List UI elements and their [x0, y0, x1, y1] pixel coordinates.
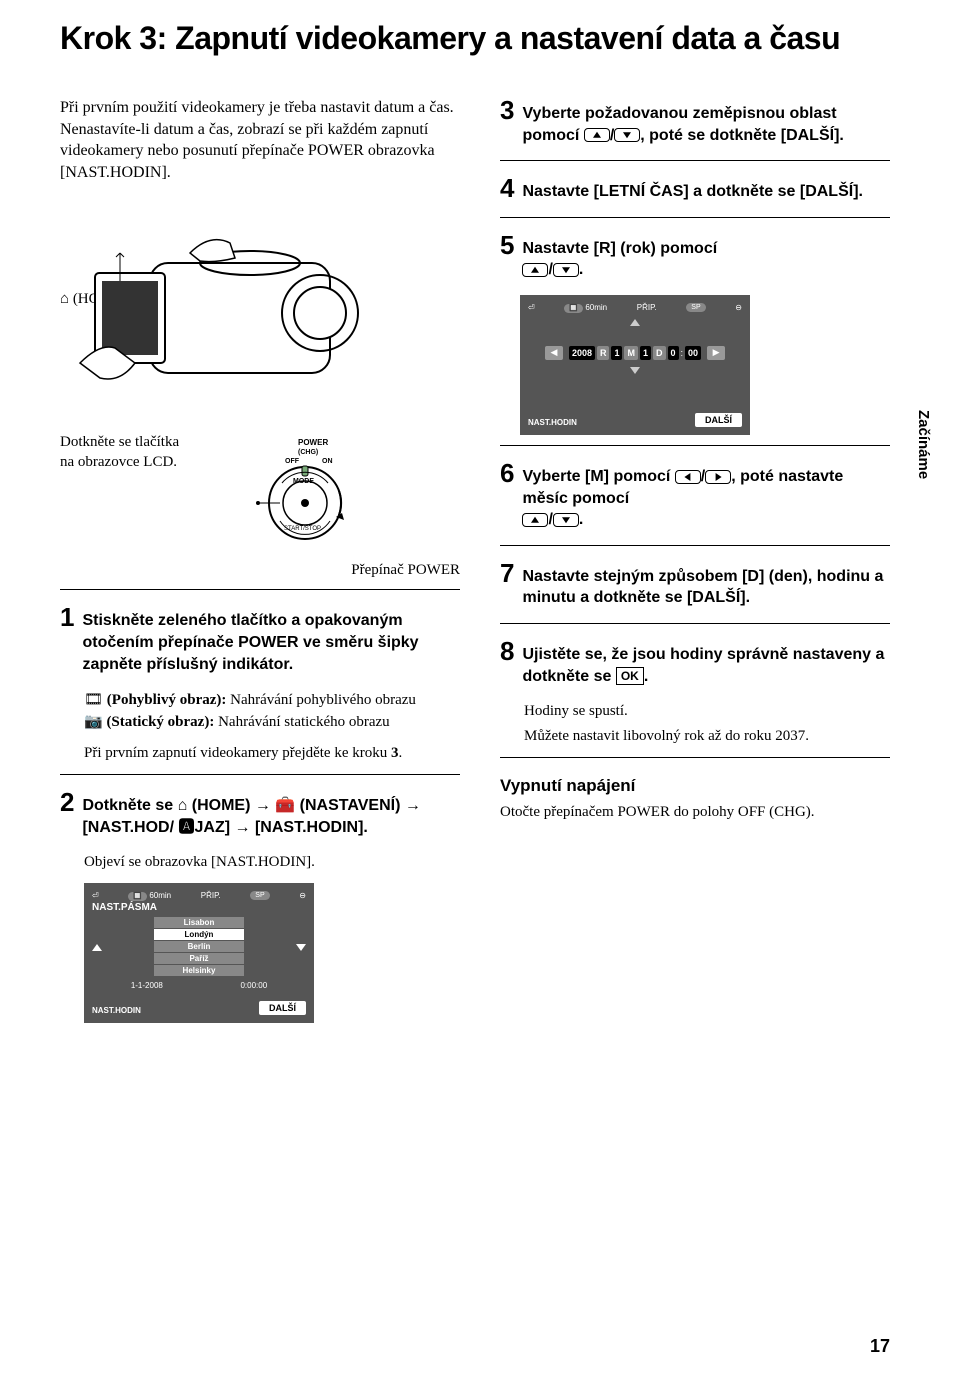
down-button-icon	[553, 263, 579, 277]
step-1: 1 Stiskněte zeleného tlačítko a opakovan…	[60, 604, 460, 675]
ok-button-icon: OK	[616, 667, 644, 685]
svg-text:START/STOP: START/STOP	[284, 526, 321, 532]
step8-note1: Hodiny se spustí.	[524, 701, 890, 722]
svg-text:(CHG): (CHG)	[298, 449, 318, 456]
separator	[500, 160, 890, 161]
screen-date: ⏎ 🔲 60min PŘIP. SP ⊖ ◀ 2008 R 1 M 1 D 0 …	[520, 295, 750, 435]
left-button-icon	[675, 470, 701, 484]
movie-icon: 🎞	[84, 691, 103, 708]
power-switch-label: Přepínač POWER	[150, 562, 460, 579]
up-button-icon	[522, 513, 548, 527]
svg-text:MODE: MODE	[293, 478, 314, 485]
svg-text:ON: ON	[322, 458, 333, 465]
power-off-text: Otočte přepínačem POWER do polohy OFF (C…	[500, 802, 890, 823]
section-tab: Začínáme	[915, 410, 932, 479]
down-button-icon	[614, 128, 640, 142]
step2-result: Objeví se obrazovka [NAST.HODIN].	[84, 852, 460, 873]
next-button: DALŠÍ	[695, 413, 742, 427]
lcd-touch-note: Dotkněte se tlačítka na obrazovce LCD.	[60, 433, 190, 472]
step-6: 6 Vyberte [M] pomocí /, poté nastavte mě…	[500, 460, 890, 531]
step-2: 2 Dotkněte se ⌂ (HOME) → 🧰 (NASTAVENÍ) →…	[60, 789, 460, 838]
svg-text:POWER: POWER	[298, 438, 328, 447]
power-off-heading: Vypnutí napájení	[500, 776, 890, 796]
separator	[60, 774, 460, 775]
separator	[500, 217, 890, 218]
step1-first-time: Při prvním zapnutí videokamery přejděte …	[84, 743, 460, 764]
left-arrow: ◀	[545, 346, 563, 360]
screen-timezone: ⏎ 🔲 60min PŘIP. SP ⊖ NAST.PÁSMA Lisabon …	[84, 883, 314, 1023]
up-button-icon	[584, 128, 610, 142]
separator	[500, 445, 890, 446]
settings-icon: 🧰	[275, 797, 295, 814]
photo-icon: 📷	[84, 713, 103, 730]
separator	[500, 623, 890, 624]
separator	[500, 545, 890, 546]
down-button-icon	[553, 513, 579, 527]
camera-illustration	[60, 203, 430, 423]
home-icon: ⌂	[178, 797, 188, 814]
step-5: 5 Nastavte [R] (rok) pomocí /.	[500, 232, 890, 281]
page-number: 17	[870, 1336, 890, 1357]
step8-note2: Můžete nastavit libovolný rok až do roku…	[524, 726, 890, 747]
step1-movie-mode: 🎞 (Pohyblivý obraz): Nahrávání pohyblivé…	[84, 689, 460, 733]
city-list: Lisabon Londýn Berlín Paříž Helsinky	[154, 917, 244, 977]
separator	[500, 757, 890, 758]
up-button-icon	[522, 263, 548, 277]
right-arrow: ▶	[707, 346, 725, 360]
step-3: 3 Vyberte požadovanou zeměpisnou oblast …	[500, 97, 890, 146]
step-4: 4 Nastavte [LETNÍ ČAS] a dotkněte se [DA…	[500, 175, 890, 203]
lang-icon: 🅰	[178, 819, 194, 836]
right-button-icon	[705, 470, 731, 484]
step-8: 8 Ujistěte se, že jsou hodiny správně na…	[500, 638, 890, 687]
separator	[60, 589, 460, 590]
page-title: Krok 3: Zapnutí videokamery a nastavení …	[60, 20, 890, 57]
intro-text: Při prvním použití videokamery je třeba …	[60, 97, 460, 183]
next-button: DALŠÍ	[259, 1001, 306, 1015]
power-dial-illustration: POWER (CHG) OFF ON MODE START/STOP	[210, 433, 350, 558]
svg-text:OFF: OFF	[285, 458, 300, 465]
step-7: 7 Nastavte stejným způsobem [D] (den), h…	[500, 560, 890, 609]
